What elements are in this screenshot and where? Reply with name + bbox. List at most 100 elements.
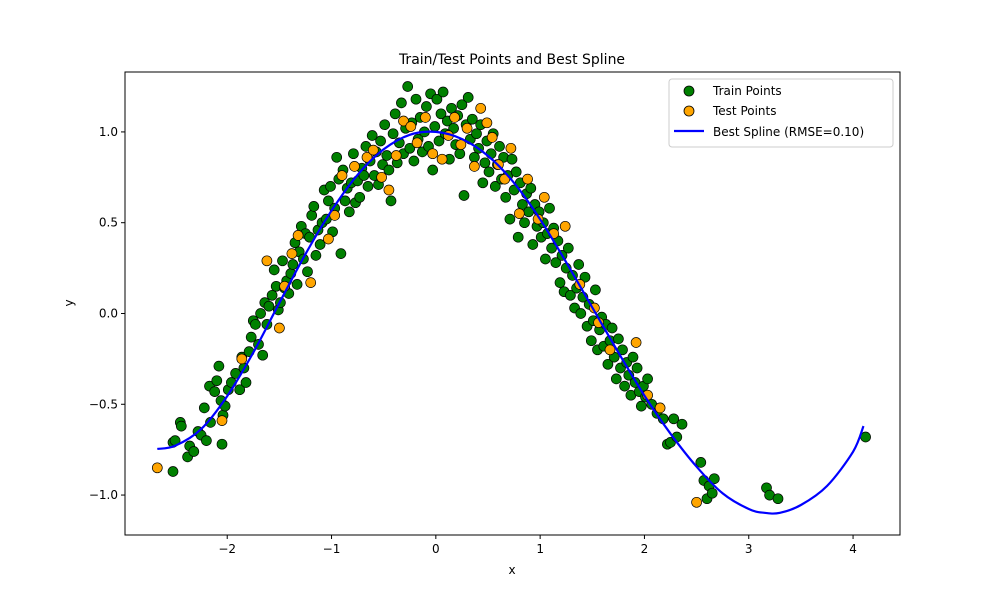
train-point-119 — [435, 108, 447, 120]
test-point-25 — [449, 112, 460, 123]
train-point-162 — [525, 182, 537, 194]
train-point-27 — [240, 377, 252, 388]
y-tick-label: 0.0 — [99, 306, 118, 320]
train-point-55 — [302, 266, 313, 278]
test-point-4 — [274, 322, 285, 334]
train-point-104 — [404, 142, 416, 154]
test-point-44 — [604, 344, 616, 356]
train-point-153 — [506, 153, 518, 165]
train-point-117 — [431, 93, 443, 105]
train-point-132 — [462, 92, 474, 103]
train-point-152 — [504, 213, 516, 225]
train-point-7 — [188, 446, 200, 457]
test-point-30 — [481, 117, 493, 129]
train-point-169 — [540, 253, 551, 265]
train-point-39 — [268, 264, 280, 276]
spline-layer — [157, 130, 865, 515]
train-point-73 — [339, 195, 351, 207]
train-point-204 — [613, 333, 624, 345]
test-point-2 — [236, 353, 248, 365]
train-point-145 — [489, 181, 501, 192]
legend-box — [668, 78, 894, 148]
test-point-31 — [486, 132, 498, 143]
train-point-50 — [291, 279, 303, 290]
train-point-116 — [429, 121, 441, 132]
train-point-185 — [573, 259, 585, 270]
train-point-58 — [308, 201, 320, 212]
train-point-92 — [379, 119, 391, 131]
train-point-218 — [642, 373, 653, 385]
test-point-27 — [461, 122, 473, 134]
train-point-100 — [396, 97, 407, 109]
train-point-14 — [209, 386, 221, 397]
test-point-8 — [305, 277, 317, 288]
train-point-213 — [631, 362, 643, 374]
train-point-139 — [477, 177, 489, 189]
test-point-34 — [505, 142, 517, 154]
train-point-135 — [469, 151, 480, 163]
train-point-11 — [201, 435, 212, 446]
train-point-181 — [565, 289, 576, 301]
train-point-93 — [381, 150, 393, 161]
train-point-0 — [167, 466, 179, 477]
train-point-235 — [772, 493, 784, 505]
train-point-16 — [213, 360, 225, 372]
train-point-90 — [375, 135, 386, 147]
train-point-193 — [590, 284, 601, 296]
y-tick-label: −0.5 — [89, 397, 118, 411]
test-point-18 — [398, 115, 409, 127]
x-axis-ticks: −2 −1 0 1 2 3 4 — [218, 535, 857, 556]
x-tick-label: −1 — [323, 542, 341, 556]
train-point-199 — [602, 358, 614, 370]
train-point-86 — [366, 130, 378, 141]
train-point-38 — [266, 289, 278, 301]
spline-line — [157, 130, 865, 515]
legend-train-marker — [683, 85, 695, 97]
train-point-142 — [483, 166, 495, 178]
test-point-36 — [522, 173, 533, 185]
train-point-4 — [175, 420, 187, 432]
train-point-95 — [385, 195, 397, 207]
y-tick-label: −1.0 — [89, 488, 118, 502]
train-point-134 — [466, 113, 478, 125]
train-point-150 — [500, 191, 512, 203]
train-point-163 — [527, 239, 539, 250]
train-point-29 — [245, 331, 257, 343]
train-point-140 — [479, 157, 491, 169]
train-point-107 — [410, 93, 422, 105]
test-point-20 — [411, 137, 423, 149]
train-point-66 — [325, 181, 336, 192]
train-point-84 — [362, 181, 374, 192]
test-point-38 — [538, 191, 550, 203]
train-point-77 — [348, 148, 359, 160]
train-point-171 — [544, 202, 555, 214]
test-point-16 — [383, 184, 395, 196]
test-point-45 — [630, 337, 642, 348]
train-point-33 — [255, 308, 266, 319]
test-point-29 — [475, 102, 487, 114]
train-point-75 — [343, 206, 355, 218]
train-point-10 — [198, 402, 210, 414]
train-point-176 — [554, 277, 566, 288]
train-point-112 — [421, 101, 432, 112]
train-point-61 — [314, 239, 326, 250]
test-point-17 — [390, 150, 402, 161]
train-point-232 — [708, 473, 720, 485]
test-point-7 — [292, 230, 304, 241]
train-point-147 — [494, 141, 505, 152]
train-point-65 — [323, 195, 334, 207]
test-point-48 — [691, 496, 702, 508]
test-point-40 — [559, 220, 571, 232]
legend-test-label: Test Points — [712, 104, 777, 118]
test-point-21 — [420, 112, 431, 123]
x-tick-label: 0 — [432, 542, 440, 556]
train-point-129 — [456, 99, 468, 111]
train-point-224 — [668, 413, 680, 425]
train-point-57 — [306, 210, 318, 221]
train-point-59 — [310, 250, 322, 261]
train-point-136 — [471, 128, 482, 140]
train-point-120 — [437, 86, 449, 98]
train-point-37 — [263, 300, 275, 312]
train-point-186 — [575, 308, 587, 319]
train-point-24 — [234, 384, 246, 396]
